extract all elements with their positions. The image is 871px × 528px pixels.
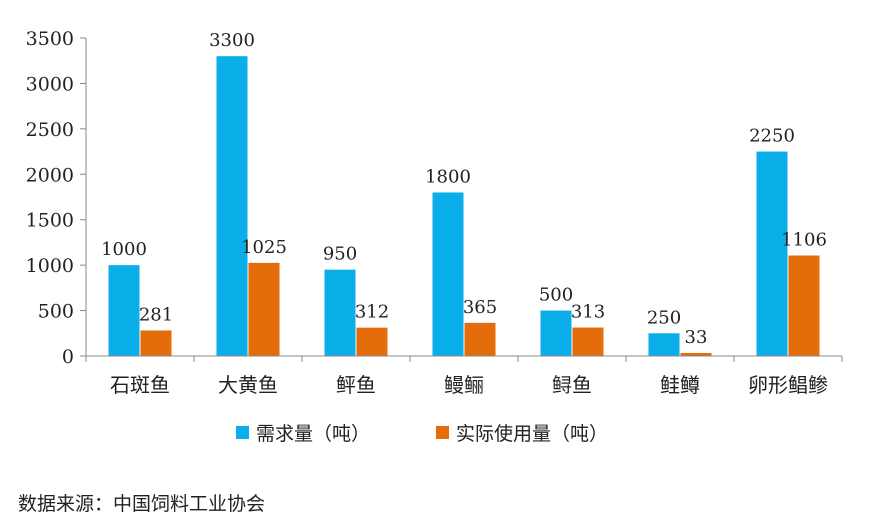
data-label-demand: 1800 [425, 166, 471, 187]
y-tick-label: 1500 [26, 210, 74, 232]
x-tick-label: 鲑鳟 [660, 373, 700, 397]
x-tick-label: 大黄鱼 [218, 373, 278, 397]
bar-demand [324, 269, 356, 356]
bar-actual [572, 327, 604, 356]
x-tick-label: 卵形鲳鲹 [748, 373, 828, 397]
bar-demand [432, 192, 464, 356]
y-tick-label: 500 [38, 301, 74, 323]
data-label-actual: 281 [139, 304, 173, 325]
y-tick-label: 2000 [26, 164, 74, 186]
bar-actual [464, 322, 496, 356]
y-tick-label: 0 [62, 346, 74, 368]
data-label-demand: 3300 [209, 30, 255, 51]
x-tick-label: 鲆鱼 [336, 373, 376, 397]
legend: 需求量（吨） 实际使用量（吨） [236, 423, 608, 445]
data-label-actual: 313 [571, 302, 605, 323]
y-tick-label: 2500 [26, 119, 74, 141]
x-tick-label: 鳗鲡 [444, 373, 484, 397]
x-axis: 石斑鱼 大黄鱼 鲆鱼 鳗鲡 鲟鱼 鲑鳟 卵形鲳鲹 [85, 355, 843, 397]
y-axis: 0 500 1000 1500 2000 2500 3000 3500 [26, 28, 87, 368]
y-tick-label: 3500 [26, 28, 74, 50]
bar-demand [540, 310, 572, 356]
legend-label-actual: 实际使用量（吨） [456, 423, 608, 445]
data-label-actual: 365 [463, 297, 497, 318]
data-label-actual: 1106 [781, 230, 827, 251]
data-label-demand: 2250 [749, 126, 795, 147]
data-label-demand: 500 [539, 285, 573, 306]
bar-demand [648, 333, 680, 356]
bar-demand [756, 151, 788, 356]
bar-actual [680, 353, 712, 356]
bar-demand [108, 265, 140, 356]
y-tick-label: 3000 [26, 73, 74, 95]
bar-actual [140, 330, 172, 356]
legend-swatch-actual [436, 426, 449, 439]
bar-actual [248, 262, 280, 356]
source-note: 数据来源：中国饲料工业协会 [18, 493, 265, 515]
data-labels: 1000 3300 950 1800 500 250 2250 281 1025 312 365 31… [101, 30, 827, 348]
y-tick-label: 1000 [26, 255, 74, 277]
bar-actual [356, 327, 388, 356]
x-tick-label: 石斑鱼 [110, 373, 170, 397]
data-label-actual: 33 [685, 327, 708, 348]
x-tick-label: 鲟鱼 [552, 373, 592, 397]
data-label-actual: 312 [355, 302, 389, 323]
bars [108, 56, 820, 357]
legend-label-demand: 需求量（吨） [256, 423, 370, 445]
data-label-demand: 250 [647, 307, 681, 328]
bar-actual [788, 255, 820, 356]
bar-demand [216, 56, 248, 357]
data-label-demand: 1000 [101, 239, 147, 260]
legend-swatch-demand [236, 426, 249, 439]
data-label-demand: 950 [323, 244, 357, 265]
data-label-actual: 1025 [241, 237, 287, 258]
